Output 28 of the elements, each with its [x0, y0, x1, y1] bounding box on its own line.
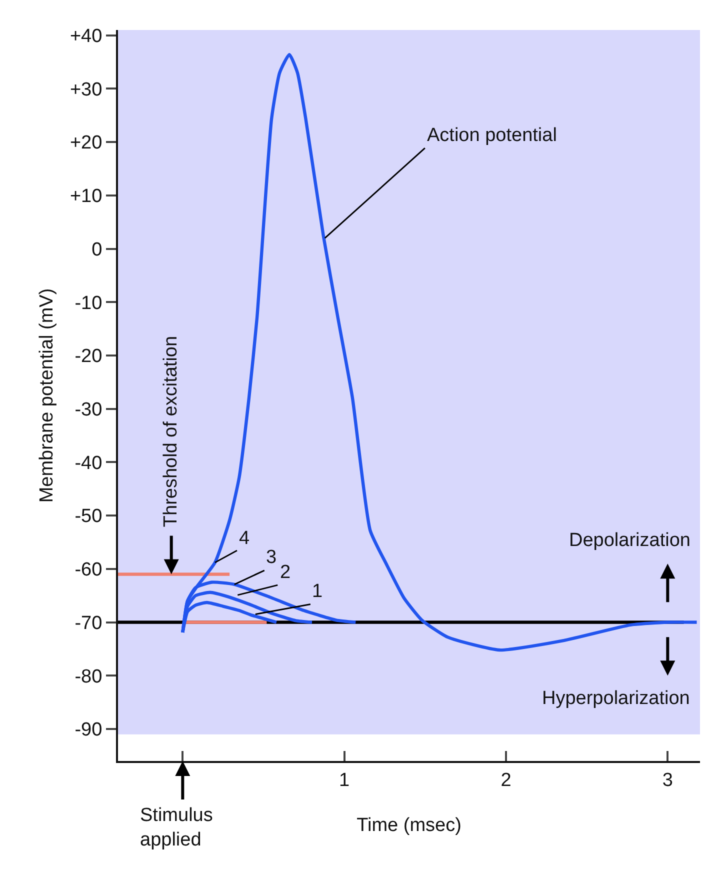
y-tick-label: -30: [74, 399, 102, 420]
y-tick-label: +40: [70, 26, 102, 47]
y-tick-label: -80: [74, 666, 102, 688]
annotation: Depolarization: [569, 530, 690, 551]
y-axis-title: Membrane potential (mV): [36, 288, 58, 503]
annotation: Hyperpolarization: [542, 688, 690, 709]
y-tick-label: -40: [74, 452, 102, 474]
x-tick-label: 3: [662, 770, 673, 791]
annotation: 1: [312, 581, 323, 602]
x-tick-label: 1: [339, 770, 350, 791]
annotation: Threshold of excitation: [160, 336, 182, 528]
y-tick-label: -90: [74, 720, 102, 741]
y-tick-label: -70: [74, 612, 102, 634]
y-tick-label: -10: [74, 292, 102, 314]
y-tick-label: +30: [70, 79, 102, 100]
y-tick-label: 0: [92, 239, 102, 260]
x-tick-label: 2: [500, 770, 512, 791]
y-tick-label: +20: [70, 132, 102, 154]
annotation: 3: [266, 547, 277, 568]
y-tick-label: -20: [74, 346, 102, 368]
x-axis-title: Time (msec): [356, 815, 462, 836]
annotation: 2: [280, 562, 291, 583]
text: Stimulus applied: [140, 805, 213, 851]
annotation: 4: [239, 528, 250, 549]
y-tick-label: -50: [74, 506, 102, 528]
annotation: Action potential: [427, 125, 557, 146]
y-tick-label: -60: [74, 560, 102, 581]
y-tick-label: +10: [70, 186, 102, 208]
